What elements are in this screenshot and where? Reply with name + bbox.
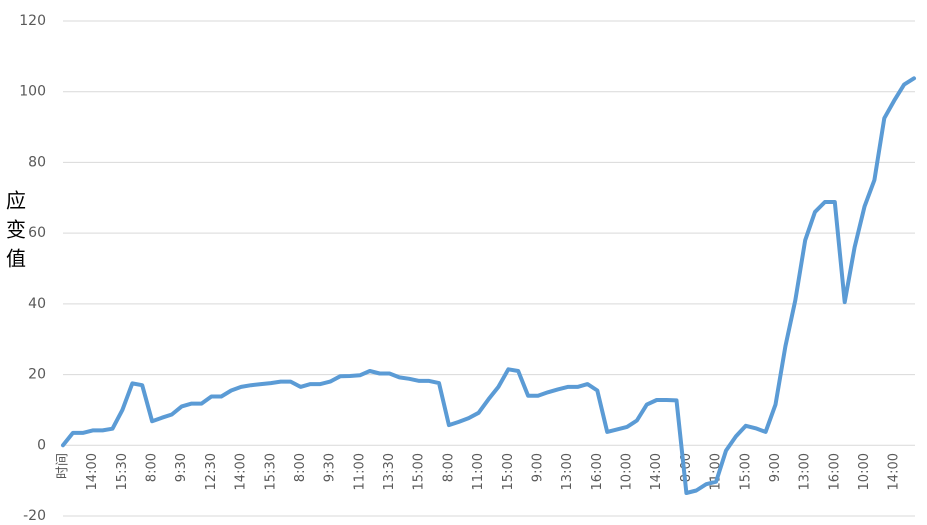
x-tick-label: 9:30	[174, 453, 189, 482]
x-tick-label: 10:00	[857, 453, 872, 490]
x-tick-label: 15:00	[738, 453, 753, 490]
y-axis-label: 变	[6, 218, 26, 242]
x-tick-label: 15:30	[263, 453, 278, 490]
x-tick-label: 8:00	[441, 453, 456, 482]
y-tick-label: 0	[37, 437, 46, 453]
x-tick-label: 时间	[56, 453, 71, 479]
x-tick-label: 14:00	[85, 453, 100, 490]
x-tick-label: 9:00	[768, 453, 783, 482]
y-tick-label: 100	[19, 84, 46, 100]
x-tick-label: 9:30	[323, 453, 338, 482]
y-tick-label: 80	[28, 154, 46, 170]
x-tick-label: 14:00	[887, 453, 902, 490]
x-tick-label: 13:30	[382, 453, 397, 490]
x-tick-label: 12:30	[204, 453, 219, 490]
y-axis-label: 应	[6, 189, 26, 213]
x-tick-label: 16:00	[590, 453, 605, 490]
x-tick-label: 11:00	[352, 453, 367, 490]
data-line	[61, 76, 916, 495]
x-tick-label: 15:00	[412, 453, 427, 490]
y-tick-label: 40	[28, 296, 46, 312]
y-tick-label: -20	[23, 508, 46, 524]
x-tick-label: 13:00	[560, 453, 575, 490]
y-axis-label: 值	[6, 247, 26, 271]
y-tick-label: 20	[28, 367, 46, 383]
x-tick-label: 14:00	[649, 453, 664, 490]
x-tick-label: 8:00	[145, 453, 160, 482]
y-tick-label: 60	[28, 225, 46, 241]
x-tick-label: 9:00	[530, 453, 545, 482]
x-tick-label: 10:00	[620, 453, 635, 490]
x-tick-label: 15:00	[501, 453, 516, 490]
x-tick-label: 8:00	[293, 453, 308, 482]
x-tick-label: 14:00	[234, 453, 249, 490]
x-tick-label: 16:00	[827, 453, 842, 490]
y-tick-label: 120	[19, 13, 46, 29]
x-tick-label: 15:30	[115, 453, 130, 490]
x-tick-label: 11:00	[471, 453, 486, 490]
x-tick-label: 13:00	[798, 453, 813, 490]
